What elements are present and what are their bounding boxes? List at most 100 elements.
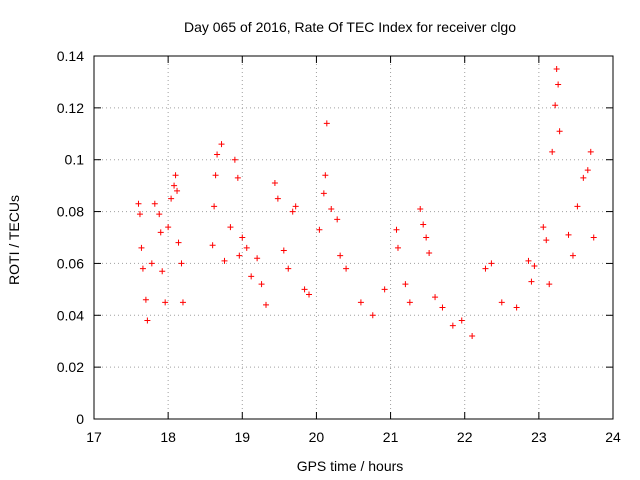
data-point — [165, 224, 172, 231]
plot-frame — [93, 55, 614, 420]
data-point — [221, 257, 228, 264]
grid-lines — [94, 56, 613, 419]
data-point — [556, 128, 563, 135]
data-point — [432, 294, 439, 301]
data-point — [254, 255, 261, 262]
data-point — [138, 244, 145, 251]
data-point — [172, 172, 179, 179]
data-point — [175, 239, 182, 246]
data-point — [144, 317, 151, 324]
data-point — [565, 231, 572, 238]
data-point — [531, 263, 538, 270]
data-point — [243, 244, 250, 251]
data-point — [458, 317, 465, 324]
x-tick-label: 18 — [160, 429, 176, 445]
data-point — [423, 234, 430, 241]
data-point — [234, 174, 241, 181]
data-point — [211, 203, 218, 210]
data-point — [322, 172, 329, 179]
data-point — [417, 205, 424, 212]
data-points — [135, 65, 597, 340]
x-tick-label: 24 — [605, 429, 621, 445]
data-point — [323, 120, 330, 127]
data-point — [334, 216, 341, 223]
data-point — [159, 268, 166, 275]
data-point — [394, 244, 401, 251]
data-point — [148, 260, 155, 267]
data-point — [320, 190, 327, 197]
data-point — [171, 182, 178, 189]
data-point — [449, 322, 456, 329]
data-point — [209, 242, 216, 249]
data-point — [420, 221, 427, 228]
data-point — [174, 187, 181, 194]
data-point — [236, 252, 243, 259]
x-tick-label: 21 — [383, 429, 399, 445]
data-point — [227, 224, 234, 231]
data-point — [285, 265, 292, 272]
data-point — [574, 203, 581, 210]
y-tick-label: 0.12 — [57, 100, 84, 116]
x-tick-label: 23 — [531, 429, 547, 445]
x-tick-label: 19 — [234, 429, 250, 445]
x-tick-label: 20 — [309, 429, 325, 445]
data-point — [178, 260, 185, 267]
data-point — [525, 257, 532, 264]
data-point — [488, 260, 495, 267]
y-tick-label: 0.06 — [57, 255, 84, 271]
tick-labels: 17 18 19 20 21 22 23 24 0 0.02 0.04 0.06 0.08 0.1 0.12… — [57, 48, 621, 445]
data-point — [439, 304, 446, 311]
data-point — [258, 281, 265, 288]
data-point — [393, 226, 400, 233]
data-point — [239, 234, 246, 241]
data-point — [381, 286, 388, 293]
data-point — [142, 296, 149, 303]
y-tick-label: 0.04 — [57, 307, 84, 323]
y-tick-label: 0.14 — [57, 48, 84, 64]
data-point — [546, 281, 553, 288]
y-tick-label: 0.08 — [57, 204, 84, 220]
x-tick-label: 22 — [457, 429, 473, 445]
data-point — [179, 299, 186, 306]
data-point — [289, 208, 296, 215]
data-point — [402, 281, 409, 288]
y-tick-label: 0.02 — [57, 359, 84, 375]
data-point — [139, 265, 146, 272]
data-point — [151, 200, 158, 207]
data-point — [274, 195, 281, 202]
data-point — [135, 200, 142, 207]
data-point — [328, 205, 335, 212]
data-point — [406, 299, 413, 306]
y-axis-label: ROTI / TECUs — [6, 195, 22, 285]
data-point — [357, 299, 364, 306]
data-point — [498, 299, 505, 306]
data-point — [569, 252, 576, 259]
data-point — [549, 148, 556, 155]
data-point — [590, 234, 597, 241]
y-tick-label: 0.1 — [65, 152, 85, 168]
data-point — [482, 265, 489, 272]
data-point — [156, 211, 163, 218]
data-point — [552, 102, 559, 109]
data-point — [218, 141, 225, 148]
data-point — [292, 203, 299, 210]
data-point — [513, 304, 520, 311]
data-point — [528, 278, 535, 285]
data-point — [162, 299, 169, 306]
data-point — [369, 312, 376, 319]
data-point — [540, 224, 547, 231]
y-tick-label: 0 — [76, 411, 84, 427]
data-point — [580, 174, 587, 181]
data-point — [469, 333, 476, 340]
data-point — [280, 247, 287, 254]
data-point — [426, 250, 433, 257]
x-tick-label: 17 — [86, 429, 102, 445]
data-point — [271, 180, 278, 187]
data-point — [343, 265, 350, 272]
data-point — [553, 65, 560, 72]
data-point — [555, 81, 562, 88]
data-point — [168, 195, 175, 202]
data-point — [136, 211, 143, 218]
